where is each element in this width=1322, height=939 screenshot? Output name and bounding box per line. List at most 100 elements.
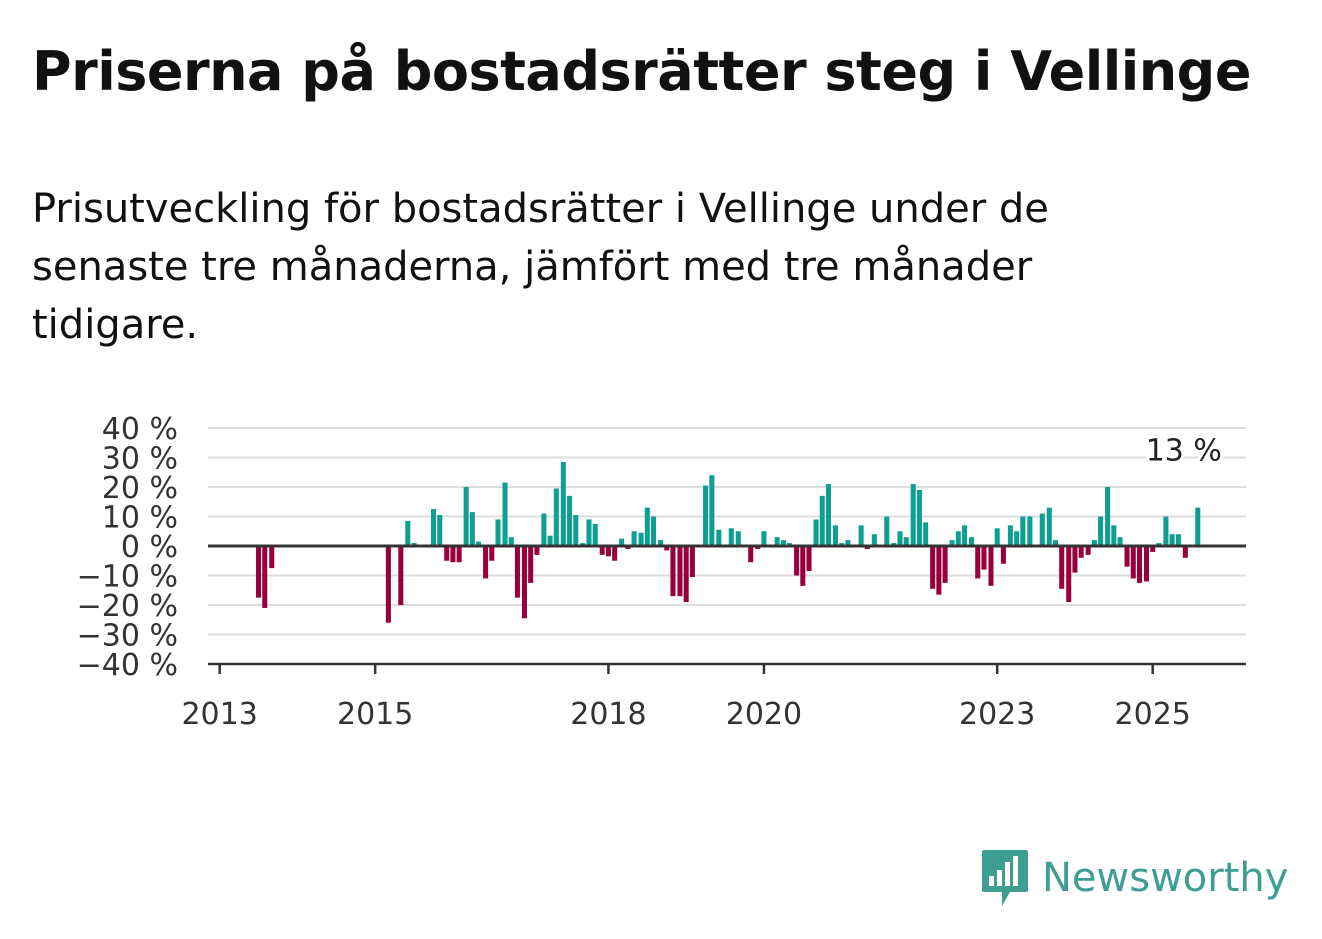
bar bbox=[761, 531, 767, 546]
newsworthy-logo: Newsworthy bbox=[980, 848, 1288, 908]
y-tick-label: −20 % bbox=[77, 589, 178, 624]
bar bbox=[450, 546, 456, 563]
bar bbox=[1020, 516, 1026, 546]
bar bbox=[612, 546, 618, 561]
bar bbox=[444, 546, 450, 561]
bar bbox=[780, 540, 786, 546]
y-tick-label: −10 % bbox=[77, 560, 178, 595]
bar bbox=[819, 495, 825, 546]
bar bbox=[806, 546, 812, 572]
bar bbox=[605, 546, 611, 557]
bar bbox=[560, 461, 566, 546]
bar bbox=[1182, 546, 1188, 558]
bar bbox=[969, 537, 975, 546]
bar bbox=[437, 515, 443, 546]
bar bbox=[1124, 546, 1130, 567]
bar bbox=[936, 546, 942, 595]
gridlines bbox=[208, 427, 1246, 665]
bar bbox=[703, 485, 709, 546]
bar bbox=[657, 540, 664, 546]
bar bbox=[1150, 546, 1156, 552]
bar bbox=[1130, 546, 1136, 579]
bar bbox=[398, 546, 404, 605]
bar bbox=[534, 546, 540, 555]
bar bbox=[748, 546, 754, 563]
bar bbox=[502, 482, 508, 546]
bar bbox=[553, 488, 559, 546]
y-tick-label: 0 % bbox=[121, 530, 178, 565]
y-tick-label: 40 % bbox=[102, 412, 178, 447]
bar bbox=[664, 546, 670, 551]
bar bbox=[871, 534, 877, 546]
tick-labels: 40 %30 %20 %10 %0 %−10 %−20 %−30 %−40 %2… bbox=[77, 412, 1225, 732]
bar bbox=[813, 519, 819, 546]
bar bbox=[592, 523, 598, 546]
bar bbox=[456, 546, 462, 563]
bar bbox=[683, 546, 689, 603]
bar bbox=[508, 537, 514, 546]
bar bbox=[495, 519, 501, 546]
x-tick-label: 2023 bbox=[959, 697, 1035, 732]
bar bbox=[774, 537, 780, 546]
bar bbox=[884, 516, 890, 546]
bar bbox=[923, 522, 929, 546]
bar bbox=[528, 546, 534, 583]
chart-subtitle: Prisutveckling för bostadsrätter i Velli… bbox=[32, 186, 1049, 348]
bar bbox=[981, 546, 987, 570]
y-tick-label: −40 % bbox=[77, 648, 178, 683]
bar bbox=[1078, 546, 1084, 558]
bar bbox=[794, 546, 800, 576]
last-value-annotation: 13 % bbox=[1146, 434, 1222, 469]
bar bbox=[514, 546, 520, 598]
bar bbox=[1014, 531, 1020, 546]
bar bbox=[1091, 540, 1097, 546]
bar bbox=[975, 546, 981, 579]
bar bbox=[1085, 546, 1091, 555]
bar bbox=[469, 512, 475, 546]
bar bbox=[567, 495, 573, 546]
bar bbox=[476, 541, 482, 546]
x-tick-label: 2013 bbox=[181, 697, 257, 732]
bar bbox=[845, 540, 851, 546]
bar bbox=[1175, 534, 1181, 546]
x-tick-label: 2015 bbox=[337, 697, 413, 732]
bar bbox=[1163, 516, 1169, 546]
bar bbox=[405, 520, 411, 546]
x-tick-label: 2025 bbox=[1115, 697, 1191, 732]
bar bbox=[1195, 507, 1201, 546]
axes bbox=[208, 544, 1246, 674]
bar bbox=[1000, 546, 1006, 564]
bars bbox=[256, 461, 1201, 623]
bar bbox=[800, 546, 806, 586]
bar bbox=[962, 525, 968, 546]
bar bbox=[1046, 507, 1052, 546]
bar bbox=[599, 546, 605, 555]
bar bbox=[269, 546, 275, 569]
bar bbox=[1136, 546, 1143, 583]
bar bbox=[994, 528, 1000, 546]
bar bbox=[619, 538, 625, 546]
bar bbox=[650, 516, 657, 546]
bar bbox=[910, 484, 916, 546]
bar bbox=[1007, 525, 1013, 546]
bar bbox=[430, 509, 437, 546]
bar bbox=[483, 546, 489, 579]
x-tick-label: 2020 bbox=[726, 697, 802, 732]
y-tick-label: 20 % bbox=[102, 471, 178, 506]
bar bbox=[916, 489, 922, 546]
bar bbox=[709, 475, 715, 546]
bar bbox=[903, 537, 909, 546]
y-tick-label: 30 % bbox=[102, 442, 178, 477]
y-tick-label: 10 % bbox=[102, 501, 178, 536]
bar bbox=[942, 546, 948, 583]
bar bbox=[463, 487, 469, 546]
bar bbox=[1072, 546, 1078, 573]
bar bbox=[858, 525, 864, 546]
bar bbox=[256, 546, 262, 598]
bar bbox=[547, 535, 553, 546]
bar bbox=[930, 546, 936, 589]
x-tick-label: 2018 bbox=[570, 697, 646, 732]
bar bbox=[825, 484, 831, 546]
bar bbox=[573, 515, 579, 546]
